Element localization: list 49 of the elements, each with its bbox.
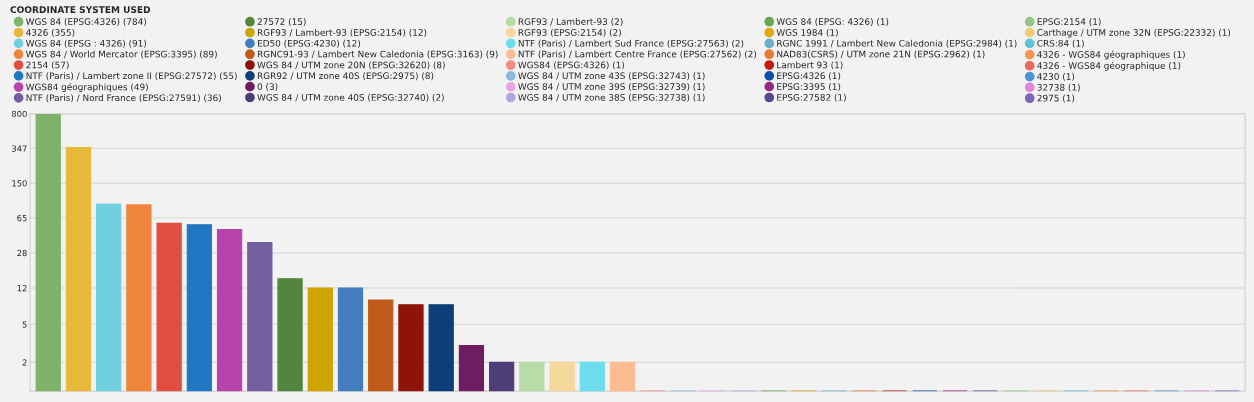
legend-label: WGS 84 / UTM zone 43S (EPSG:32743) (1) [518,72,705,81]
legend-label: RGNC 1991 / Lambert New Caledonia (EPSG:2984) (1) [777,39,1017,48]
legend-label: NTF (Paris) / Lambert zone II (EPSG:27572) (55) [26,72,237,81]
legend-label: 4230 (1) [1037,72,1075,81]
legend-label: 2154 (57) [26,61,69,70]
chart-title: COORDINATE SYSTEM USED [10,6,151,14]
legend-label: WGS 84 / World Mercator (EPSG:3395) (89) [26,50,217,59]
legend-label: Lambert 93 (1) [777,61,843,70]
legend-label: 4326 (355) [26,28,75,37]
legend-label: NAD83(CSRS) / UTM zone 21N (EPSG:2962) (1) [777,50,985,59]
legend-label: ED50 (EPSG:4230) (12) [257,39,361,48]
y-tick-label: 12 [17,285,27,292]
y-tick-label: 5 [22,321,27,328]
legend-label: EPSG:27582 (1) [777,93,846,102]
legend-label: 32738 (1) [1037,83,1080,92]
legend-label: WGS 84 (EPSG:4326) (784) [26,18,147,27]
legend-label: CRS:84 (1) [1037,39,1084,48]
y-tick-label: 347 [12,145,27,152]
y-tick-label: 28 [17,249,27,257]
legend-label: NTF (Paris) / Lambert Centre France (EPSG:27562) (2) [518,50,757,59]
legend-label: WGS 84 (EPSG: 4326) (1) [776,18,889,27]
legend-label: RGF93 (EPSG:2154) (2) [518,28,621,37]
legend-label: 0 (3) [257,83,278,91]
legend-label: 27572 (15) [257,18,306,27]
legend-label: WGS 1984 (1) [776,28,838,37]
legend-label: WGS 84 / UTM zone 20N (EPSG:32620) (8) [257,61,445,70]
legend-label: EPSG:2154 (1) [1037,18,1101,27]
legend-label: WGS 84 (EPSG : 4326) (91) [26,39,147,48]
legend-label: EPSG:4326 (1) [777,72,841,81]
legend-label: EPSG:3395 (1) [777,83,841,91]
legend-label: 4326 - WGS84 géographique (1) [1037,61,1181,71]
legend-label: RGF93 / Lambert-93 (2) [518,18,623,27]
y-tick-label: 2 [22,359,27,366]
legend-label: WGS84 géographiques (49) [26,83,148,92]
legend-label: Carthage / UTM zone 32N (EPSG:22332) (1) [1037,28,1231,38]
legend-label: 2975 (1) [1037,94,1075,103]
legend-label: NTF (Paris) / Nord France (EPSG:27591) (36) [26,94,221,103]
legend-label: RGNC91-93 / Lambert New Caledonia (EPSG:3163) (9) [257,50,498,59]
y-tick-label: 800 [11,110,27,118]
legend-label: WGS84 (EPSG:4326) (1) [518,61,625,70]
legend-label: RGR92 / UTM zone 40S (EPSG:2975) (8) [257,72,434,81]
legend-label: NTF (Paris) / Lambert Sud France (EPSG:27563) (2) [518,39,744,48]
legend-label: WGS 84 / UTM zone 40S (EPSG:32740) (2) [257,93,444,102]
legend-label: 4326 - WGS84 géographiques (1) [1037,50,1185,60]
legend-label: WGS 84 / UTM zone 38S (EPSG:32738) (1) [518,93,705,102]
legend-label: RGF93 / Lambert-93 (EPSG:2154) (12) [257,28,427,37]
y-tick-label: 65 [17,214,27,222]
y-tick-label: 150 [12,180,27,187]
legend-label: WGS 84 / UTM zone 39S (EPSG:32739) (1) [518,83,705,91]
